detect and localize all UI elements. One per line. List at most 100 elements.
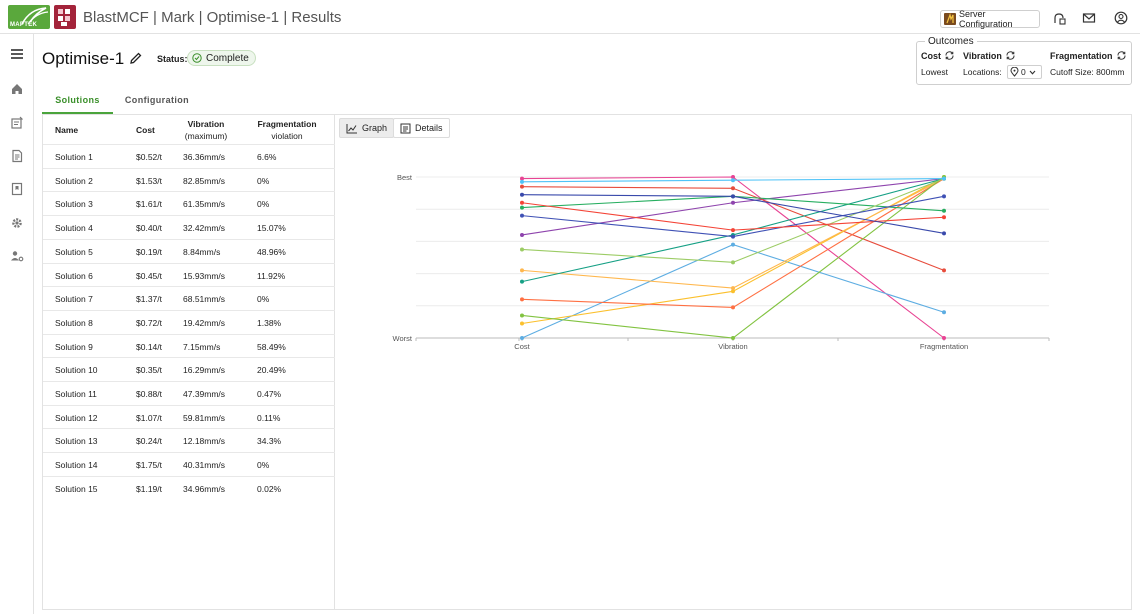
table-row[interactable]: Solution 12 $1.07/t 59.81mm/s 0.11%: [43, 404, 335, 429]
document-icon[interactable]: [10, 149, 24, 163]
table-row[interactable]: Solution 5 $0.19/t 8.84mm/s 48.96%: [43, 238, 335, 263]
cell-vibration: 59.81mm/s: [183, 412, 226, 423]
x-axis-category-label: Fragmentation: [920, 342, 968, 351]
cell-name: Solution 3: [55, 199, 93, 210]
graph-view-button[interactable]: Graph: [339, 118, 395, 138]
cell-frag: 58.49%: [257, 341, 286, 352]
blastmcf-logo[interactable]: [54, 5, 76, 29]
location-pin-icon: [1010, 67, 1019, 77]
cost-outcome-label: Cost: [921, 50, 955, 61]
parallel-coordinates-chart: Best Worst Cost Vibration Fragmentation: [393, 173, 1050, 351]
cell-frag: 0%: [257, 199, 270, 210]
mail-icon[interactable]: [1082, 11, 1096, 25]
table-row[interactable]: Solution 4 $0.40/t 32.42mm/s 15.07%: [43, 215, 335, 239]
header-vibration[interactable]: Vibration (maximum): [181, 115, 231, 144]
tab-solutions[interactable]: Solutions: [42, 90, 113, 114]
cell-name: Solution 10: [55, 365, 98, 376]
cell-cost: $1.19/t: [136, 483, 162, 494]
header-fragmentation[interactable]: Fragmentation violation: [253, 115, 321, 144]
user-settings-icon[interactable]: [10, 249, 24, 263]
outcomes-title: Outcomes: [925, 36, 977, 47]
cost-outcome-value: Lowest: [921, 67, 948, 77]
header-cost[interactable]: Cost: [136, 115, 166, 144]
table-row[interactable]: Solution 13 $0.24/t 12.18mm/s 34.3%: [43, 428, 335, 452]
cell-cost: $0.88/t: [136, 389, 162, 399]
series-point-2: [942, 336, 946, 340]
locations-select[interactable]: 0: [1007, 65, 1042, 79]
cell-vibration: 82.85mm/s: [183, 175, 226, 186]
connection-status-icon[interactable]: [1052, 11, 1066, 25]
account-icon[interactable]: [1114, 11, 1128, 25]
refresh-fragmentation-icon[interactable]: [1116, 50, 1127, 61]
table-row[interactable]: Solution 15 $1.19/t 34.96mm/s 0.02%: [43, 475, 335, 500]
series-point-13: [731, 228, 735, 233]
header-vibration-sub: (maximum): [184, 130, 228, 141]
bookmark-icon[interactable]: [10, 182, 24, 196]
table-row[interactable]: Solution 7 $1.37/t 68.51mm/s 0%: [43, 286, 335, 310]
server-configuration-label: Server Configuration: [959, 9, 1013, 29]
series-point-3: [520, 184, 524, 189]
series-point-12: [942, 194, 946, 199]
cell-cost: $0.72/t: [136, 317, 162, 328]
refresh-cost-icon[interactable]: [944, 50, 955, 61]
cell-vibration: 15.93mm/s: [183, 270, 226, 281]
cell-frag: 0%: [257, 294, 270, 305]
cell-vibration: 34.96mm/s: [183, 483, 226, 494]
cell-vibration: 32.42mm/s: [183, 223, 226, 234]
cell-frag: 20.49%: [257, 365, 286, 376]
table-row[interactable]: Solution 2 $1.53/t 82.85mm/s 0%: [43, 167, 335, 192]
header-vibration-label: Vibration: [187, 118, 225, 129]
server-configuration-button[interactable]: Server Configuration: [940, 9, 1040, 29]
cell-frag: 0%: [257, 460, 270, 471]
table-row[interactable]: Solution 9 $0.14/t 7.15mm/s 58.49%: [43, 333, 335, 358]
menu-icon[interactable]: [10, 47, 24, 61]
details-icon: [400, 123, 411, 133]
cell-name: Solution 1: [55, 152, 93, 162]
outcomes-panel: Outcomes Cost Lowest Vibration Locations…: [916, 36, 1132, 85]
table-row[interactable]: Solution 6 $0.45/t 15.93mm/s 11.92%: [43, 262, 335, 287]
table-row[interactable]: Solution 14 $1.75/t 40.31mm/s 0%: [43, 452, 335, 476]
cell-vibration: 12.18mm/s: [183, 436, 226, 447]
table-row[interactable]: Solution 3 $1.61/t 61.35mm/s 0%: [43, 191, 335, 215]
home-icon[interactable]: [10, 82, 24, 96]
series-point-14: [731, 178, 735, 183]
cell-cost: $0.14/t: [136, 341, 162, 352]
series-point-14: [942, 176, 946, 181]
x-axis-category-label: Vibration: [718, 342, 747, 351]
cell-frag: 1.38%: [257, 317, 282, 328]
edit-icon[interactable]: [129, 51, 143, 65]
table-row[interactable]: Solution 11 $0.88/t 47.39mm/s 0.47%: [43, 381, 335, 405]
maptek-logo[interactable]: MAPTEK: [8, 5, 50, 29]
maptek-logo-text: MAPTEK: [10, 22, 38, 28]
cell-frag: 0.11%: [257, 412, 281, 423]
details-view-button[interactable]: Details: [393, 118, 450, 138]
series-point-7: [731, 305, 735, 310]
settings-icon[interactable]: [10, 216, 24, 230]
header-name-label: Name: [55, 124, 79, 135]
header-name[interactable]: Name: [55, 115, 95, 144]
y-axis-best-label: Best: [397, 173, 413, 182]
table-row[interactable]: Solution 1 $0.52/t 36.36mm/s 6.6%: [43, 144, 335, 168]
cell-vibration: 47.39mm/s: [183, 389, 226, 399]
chevron-down-icon: [1029, 70, 1036, 75]
vibration-outcome-label: Vibration: [963, 50, 1016, 61]
series-point-1: [731, 200, 735, 205]
cell-cost: $1.53/t: [136, 175, 162, 186]
table-row[interactable]: Solution 10 $0.35/t 16.29mm/s 20.49%: [43, 357, 335, 381]
cell-frag: 6.6%: [257, 152, 277, 162]
app-title: BlastMCF | Mark | Optimise-1 | Results: [83, 9, 342, 26]
series-line-15: [521, 194, 945, 234]
series-point-8: [520, 313, 524, 318]
series-point-14: [520, 179, 524, 184]
status-label: Status:: [157, 54, 188, 64]
table-row[interactable]: Solution 8 $0.72/t 19.42mm/s 1.38%: [43, 309, 335, 334]
page-title: Optimise-1: [42, 49, 125, 68]
tab-configuration[interactable]: Configuration: [124, 95, 190, 105]
cell-vibration: 61.35mm/s: [183, 199, 226, 210]
server-icon: [944, 12, 956, 25]
x-axis-category-label: Cost: [514, 342, 530, 351]
notes-icon[interactable]: [10, 116, 24, 130]
series-point-8: [731, 336, 735, 340]
refresh-vibration-icon[interactable]: [1005, 50, 1016, 61]
cell-cost: $1.37/t: [136, 294, 162, 305]
